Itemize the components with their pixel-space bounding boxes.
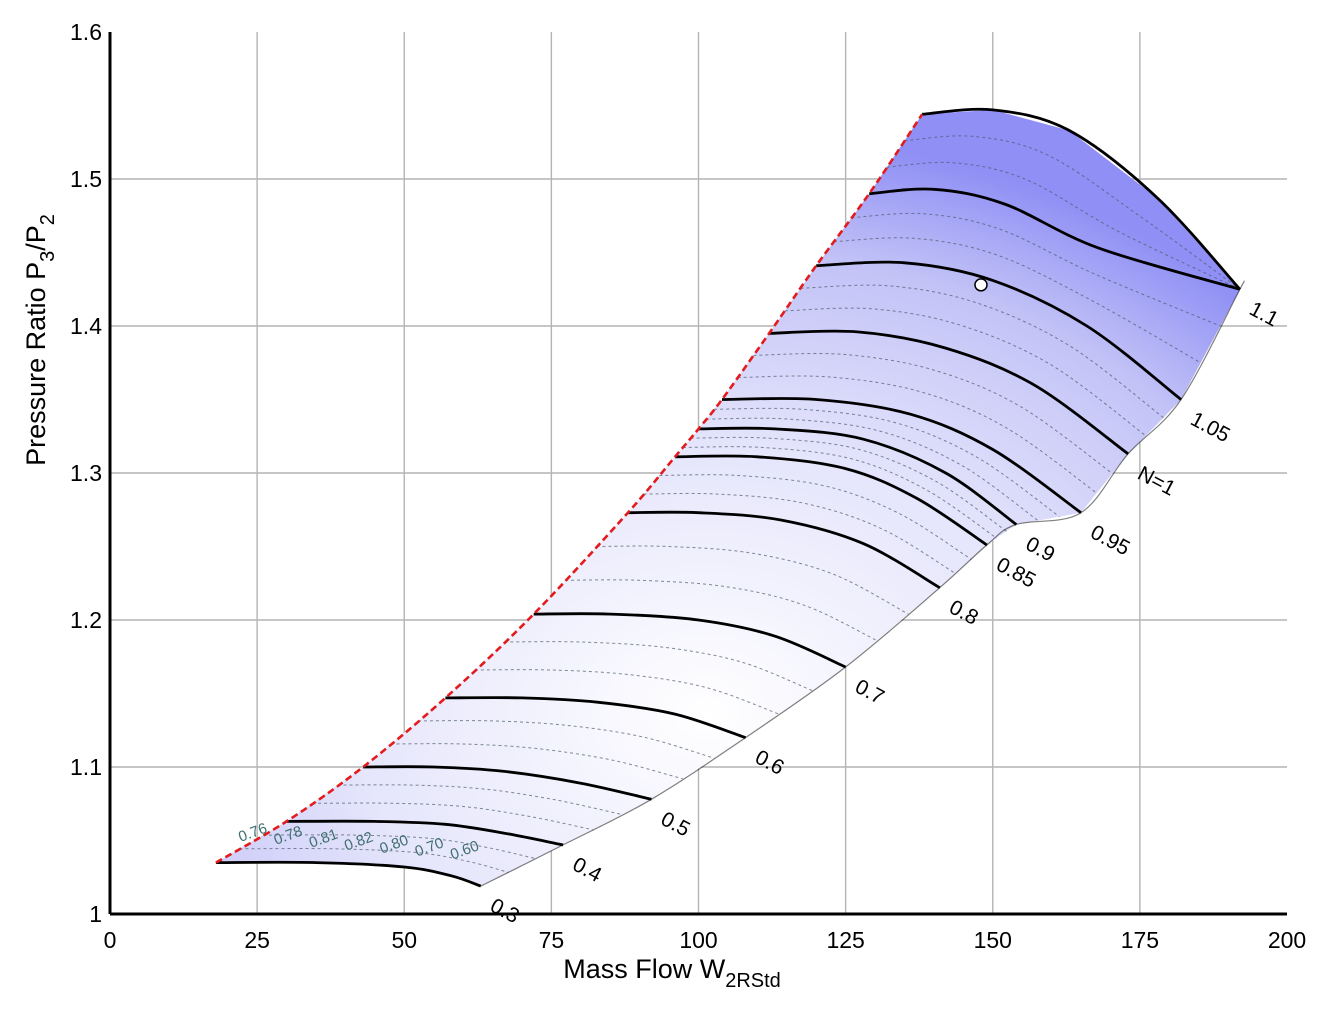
speed-label: 0.9 (1022, 533, 1059, 567)
speed-line (215, 860, 482, 888)
choke-boundary (480, 280, 1245, 887)
y-tick-label: 1.6 (70, 19, 102, 45)
x-tick-label: 75 (539, 927, 565, 953)
speed-line (698, 426, 1018, 526)
y-tick-label: 1.4 (70, 313, 102, 339)
speed-line (721, 397, 1082, 514)
map-fill (215, 109, 1240, 887)
speed-lines (215, 107, 1245, 888)
speed-label: 0.6 (751, 746, 788, 780)
operating-map-region (215, 109, 1240, 887)
efficiency-contour (682, 446, 997, 539)
y-tick-label: 1.3 (70, 460, 102, 486)
x-tick-label: 175 (1121, 927, 1159, 953)
y-tick-label: 1.5 (70, 166, 102, 192)
speed-label: 0.85 (993, 553, 1040, 592)
speed-line (816, 260, 1182, 401)
y-axis-ticks: 1 1.1 1.2 1.3 1.4 1.5 1.6 (70, 19, 102, 927)
efficiency-contour (690, 436, 1007, 532)
speed-label: 0.95 (1087, 521, 1134, 560)
x-tick-label: 0 (104, 927, 117, 953)
efficiency-contours (239, 135, 1241, 873)
y-tick-label: 1.2 (70, 607, 102, 633)
x-axis-ticks: 0 25 50 75 100 125 150 175 200 (104, 927, 1307, 953)
efficiency-contour (337, 784, 623, 815)
x-tick-label: 100 (679, 927, 717, 953)
efficiency-contour (659, 474, 972, 560)
speed-label: 0.3 (486, 894, 523, 928)
y-tick-label: 1.1 (70, 754, 102, 780)
efficiency-contour (784, 307, 1147, 437)
design-point (974, 278, 988, 292)
surge-line-group (215, 113, 988, 864)
x-tick-label: 150 (974, 927, 1012, 953)
x-tick-label: 125 (826, 927, 864, 953)
efficiency-contour (239, 848, 509, 873)
speed-label: 0.4 (569, 853, 606, 887)
speed-label: 0.8 (945, 596, 982, 630)
speed-line (533, 612, 847, 669)
efficiency-contour (474, 669, 780, 715)
efficiency-contour (596, 545, 909, 615)
speed-label: 0.7 (851, 675, 888, 709)
y-tick-label: 1 (89, 901, 102, 927)
efficiency-contour (390, 743, 683, 780)
speed-line (674, 454, 988, 547)
speed-line (286, 819, 564, 847)
efficiency-contour (753, 353, 1113, 474)
plot-frame (108, 32, 1287, 916)
speed-label: 0.5 (657, 807, 694, 841)
efficiency-contour (565, 579, 878, 642)
efficiency-contour (851, 212, 1221, 327)
efficiency-contour (737, 375, 1097, 494)
efficiency-contour (262, 834, 536, 860)
speed-line (869, 187, 1241, 291)
speed-line (363, 765, 652, 801)
efficiency-contour (643, 492, 956, 574)
speed-line (627, 510, 941, 589)
efficiency-contour (886, 161, 1241, 290)
speed-line (922, 107, 1241, 291)
surge-line (215, 113, 924, 864)
x-tick-label: 25 (244, 927, 270, 953)
efficiency-contour (417, 720, 715, 759)
x-axis-title: Mass Flow W2RStd (563, 954, 781, 992)
speed-line (445, 696, 747, 739)
x-tick-label: 50 (391, 927, 417, 953)
efficiency-contour (800, 284, 1164, 418)
speed-label: 1.05 (1187, 408, 1234, 447)
efficiency-contour (706, 417, 1039, 521)
speed-line (769, 329, 1129, 456)
efficiency-contour (714, 407, 1060, 518)
y-axis-title: Pressure Ratio P3/P2 (21, 214, 59, 466)
x-tick-label: 200 (1268, 927, 1306, 953)
